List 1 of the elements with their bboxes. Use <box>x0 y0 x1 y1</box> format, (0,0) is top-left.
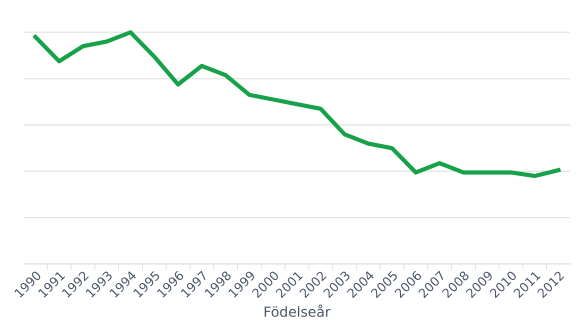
x-axis-title: Födelseår <box>264 304 331 317</box>
